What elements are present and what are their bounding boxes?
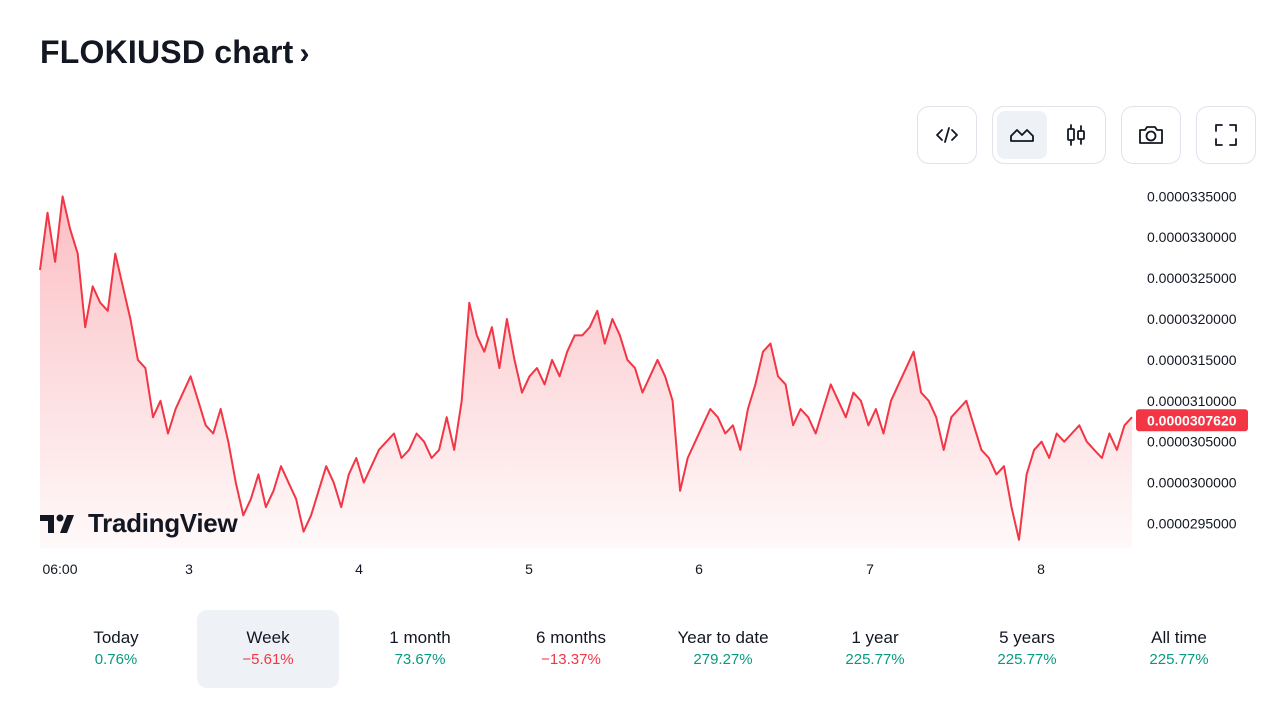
y-tick-label: 0.0000305000 [1147, 434, 1237, 450]
price-line [39, 195, 1133, 541]
page-title[interactable]: FLOKIUSD chart › [40, 34, 310, 71]
period-tab-week[interactable]: Week −5.61% [197, 610, 339, 688]
x-tick-label: 5 [525, 561, 533, 577]
y-tick-label: 0.0000295000 [1147, 516, 1237, 532]
y-tick-label: 0.0000315000 [1147, 352, 1237, 368]
last-price-tag [1136, 409, 1248, 432]
code-icon [936, 127, 958, 143]
snapshot-button[interactable] [1121, 106, 1181, 164]
x-tick-label: 8 [1037, 561, 1045, 577]
y-tick-label: 0.0000325000 [1147, 270, 1237, 286]
y-tick-label: 0.0000330000 [1147, 229, 1237, 245]
period-change-value: 225.77% [845, 651, 905, 668]
x-tick-label: 6 [695, 561, 703, 577]
period-change-value: 73.67% [394, 651, 446, 668]
embed-code-button[interactable] [917, 106, 977, 164]
period-label: 1 month [389, 628, 451, 647]
x-tick-label: 4 [355, 561, 363, 577]
period-change-value: 225.77% [1149, 651, 1209, 668]
chevron-right-icon: › [299, 36, 310, 70]
price-area-fill [40, 196, 1132, 548]
camera-icon [1139, 126, 1163, 144]
period-change-value: −13.37% [541, 651, 601, 668]
period-selector: Today 0.76% Week −5.61% 1 month 73.67% 6 month… [40, 610, 1240, 688]
period-change-value: −5.61% [242, 651, 294, 668]
period-tab-year-to-date[interactable]: Year to date 279.27% [652, 610, 794, 688]
tradingview-logo[interactable]: TradingView [40, 508, 238, 539]
period-label: Today [93, 628, 139, 647]
y-tick-label: 0.0000300000 [1147, 475, 1237, 491]
price-chart[interactable]: 0.0000335000 0.0000330000 0.0000325000 0.00… [0, 170, 1280, 590]
y-tick-label: 0.0000310000 [1147, 393, 1237, 409]
period-label: Year to date [677, 628, 769, 647]
period-label: 5 years [999, 628, 1055, 647]
chart-type-toggle [992, 106, 1106, 164]
candlestick-chart-button[interactable] [1051, 111, 1101, 159]
period-label: 1 year [851, 628, 899, 647]
last-price-label: 0.0000307620 [1147, 412, 1237, 428]
period-label: Week [246, 628, 290, 647]
y-tick-label: 0.0000320000 [1147, 311, 1237, 327]
title-text: FLOKIUSD chart [40, 34, 294, 70]
tradingview-logo-text: TradingView [88, 508, 238, 538]
y-tick-label: 0.0000335000 [1147, 188, 1237, 204]
period-change-value: 279.27% [693, 651, 753, 668]
tradingview-logo-icon [40, 514, 74, 533]
period-label: 6 months [536, 628, 606, 647]
period-tab-5-years[interactable]: 5 years 225.77% [956, 610, 1098, 688]
fullscreen-button[interactable] [1196, 106, 1256, 164]
area-chart-button[interactable] [997, 111, 1047, 159]
period-change-value: 225.77% [997, 651, 1057, 668]
period-tab-1-year[interactable]: 1 year 225.77% [804, 610, 946, 688]
area-chart-icon [1010, 129, 1034, 142]
period-tab-today[interactable]: Today 0.76% [45, 610, 187, 688]
period-tab-1-month[interactable]: 1 month 73.67% [349, 610, 491, 688]
period-label: All time [1151, 628, 1207, 647]
x-tick-label: 7 [866, 561, 874, 577]
period-tab-all-time[interactable]: All time 225.77% [1108, 610, 1250, 688]
candlestick-icon [1067, 124, 1085, 146]
x-tick-label: 3 [185, 561, 193, 577]
period-tab-6-months[interactable]: 6 months −13.37% [500, 610, 642, 688]
fullscreen-icon [1215, 124, 1237, 146]
period-change-value: 0.76% [94, 651, 138, 668]
x-tick-label: 06:00 [42, 561, 77, 577]
